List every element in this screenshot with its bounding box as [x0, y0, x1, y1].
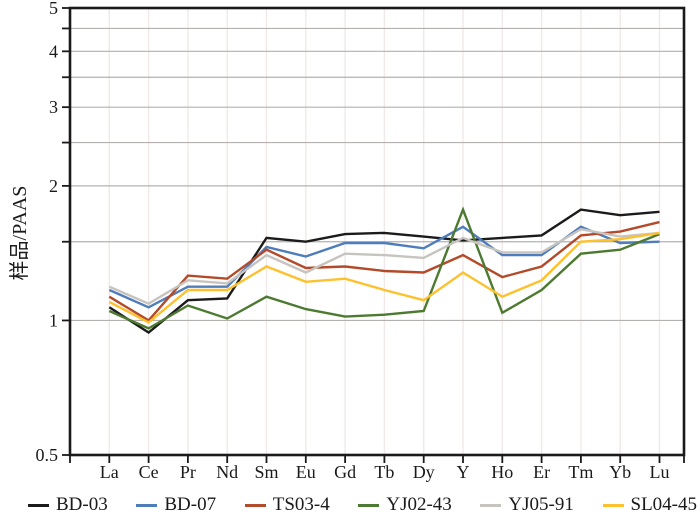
- legend-item-SL04-45: SL04-45: [602, 494, 698, 516]
- x-axis-tick-labels: La Ce Pr Nd Sm Eu Gd Tb Dy Y Ho Er Tm Yb Lu: [100, 462, 670, 482]
- series-line-BD-03: [108, 208, 660, 334]
- x-tick-label: Pr: [180, 462, 196, 482]
- y-axis-title: 样品/PAAS: [9, 185, 31, 281]
- y-tick-label: 0.5: [36, 445, 59, 465]
- x-tick-label: Ce: [139, 462, 159, 482]
- ree-pattern-chart: 5 4 3 2 1 0.5 La Ce Pr Nd Sm Eu Gd Tb Dy Y Ho Er Tm Yb Lu: [36, 0, 686, 482]
- x-tick-label: Tb: [374, 462, 394, 482]
- axis-ticks: [62, 7, 685, 463]
- legend-label: SL04-45: [630, 494, 698, 515]
- legend-swatch: [244, 503, 266, 507]
- x-tick-label: Sm: [254, 462, 278, 482]
- x-tick-label: Er: [533, 462, 550, 482]
- plot-frame: [68, 6, 686, 457]
- legend-item-YJ05-91: YJ05-91: [480, 494, 574, 516]
- series-line-TS03-4: [108, 220, 660, 322]
- y-tick-label: 1: [49, 310, 58, 330]
- x-tick-label: Dy: [413, 462, 435, 482]
- x-tick-label: La: [100, 462, 119, 482]
- x-tick-label: Eu: [296, 462, 316, 482]
- legend-swatch: [28, 503, 49, 507]
- x-tick-label: Gd: [334, 462, 356, 482]
- y-axis-tick-labels: 5 4 3 2 1 0.5: [36, 0, 59, 465]
- legend-item-TS03-4: TS03-4: [244, 494, 330, 516]
- legend-swatch: [480, 503, 502, 507]
- chart-legend: BD-03 BD-07 TS03-4 YJ02-43 YJ05-91 SL04-45: [28, 492, 697, 518]
- series-line-YJ05-91: [108, 227, 660, 306]
- x-tick-label: Lu: [650, 462, 670, 482]
- horizontal-gridlines: [70, 27, 684, 322]
- legend-swatch: [358, 503, 380, 507]
- x-tick-label: Ho: [491, 462, 513, 482]
- y-tick-label: 2: [49, 176, 58, 196]
- x-tick-label: Nd: [216, 462, 238, 482]
- y-tick-label: 4: [49, 41, 58, 61]
- legend-swatch: [136, 503, 158, 507]
- series-line-SL04-45: [108, 231, 660, 324]
- legend-item-YJ02-43: YJ02-43: [358, 494, 452, 516]
- y-tick-label: 5: [49, 0, 58, 18]
- legend-item-BD-03: BD-03: [28, 494, 108, 516]
- legend-label: TS03-4: [272, 494, 330, 515]
- series-line-YJ02-43: [108, 206, 660, 330]
- series-lines: [108, 206, 660, 334]
- y-tick-label: 3: [49, 97, 58, 117]
- legend-label: BD-07: [164, 494, 217, 515]
- legend-swatch: [602, 503, 624, 507]
- legend-label: YJ02-43: [386, 494, 452, 515]
- x-tick-label: Yb: [609, 462, 631, 482]
- legend-item-BD-07: BD-07: [136, 494, 216, 516]
- x-tick-label: Tm: [568, 462, 593, 482]
- legend-label: BD-03: [56, 494, 108, 515]
- legend-label: YJ05-91: [508, 494, 574, 515]
- x-tick-label: Y: [457, 462, 470, 482]
